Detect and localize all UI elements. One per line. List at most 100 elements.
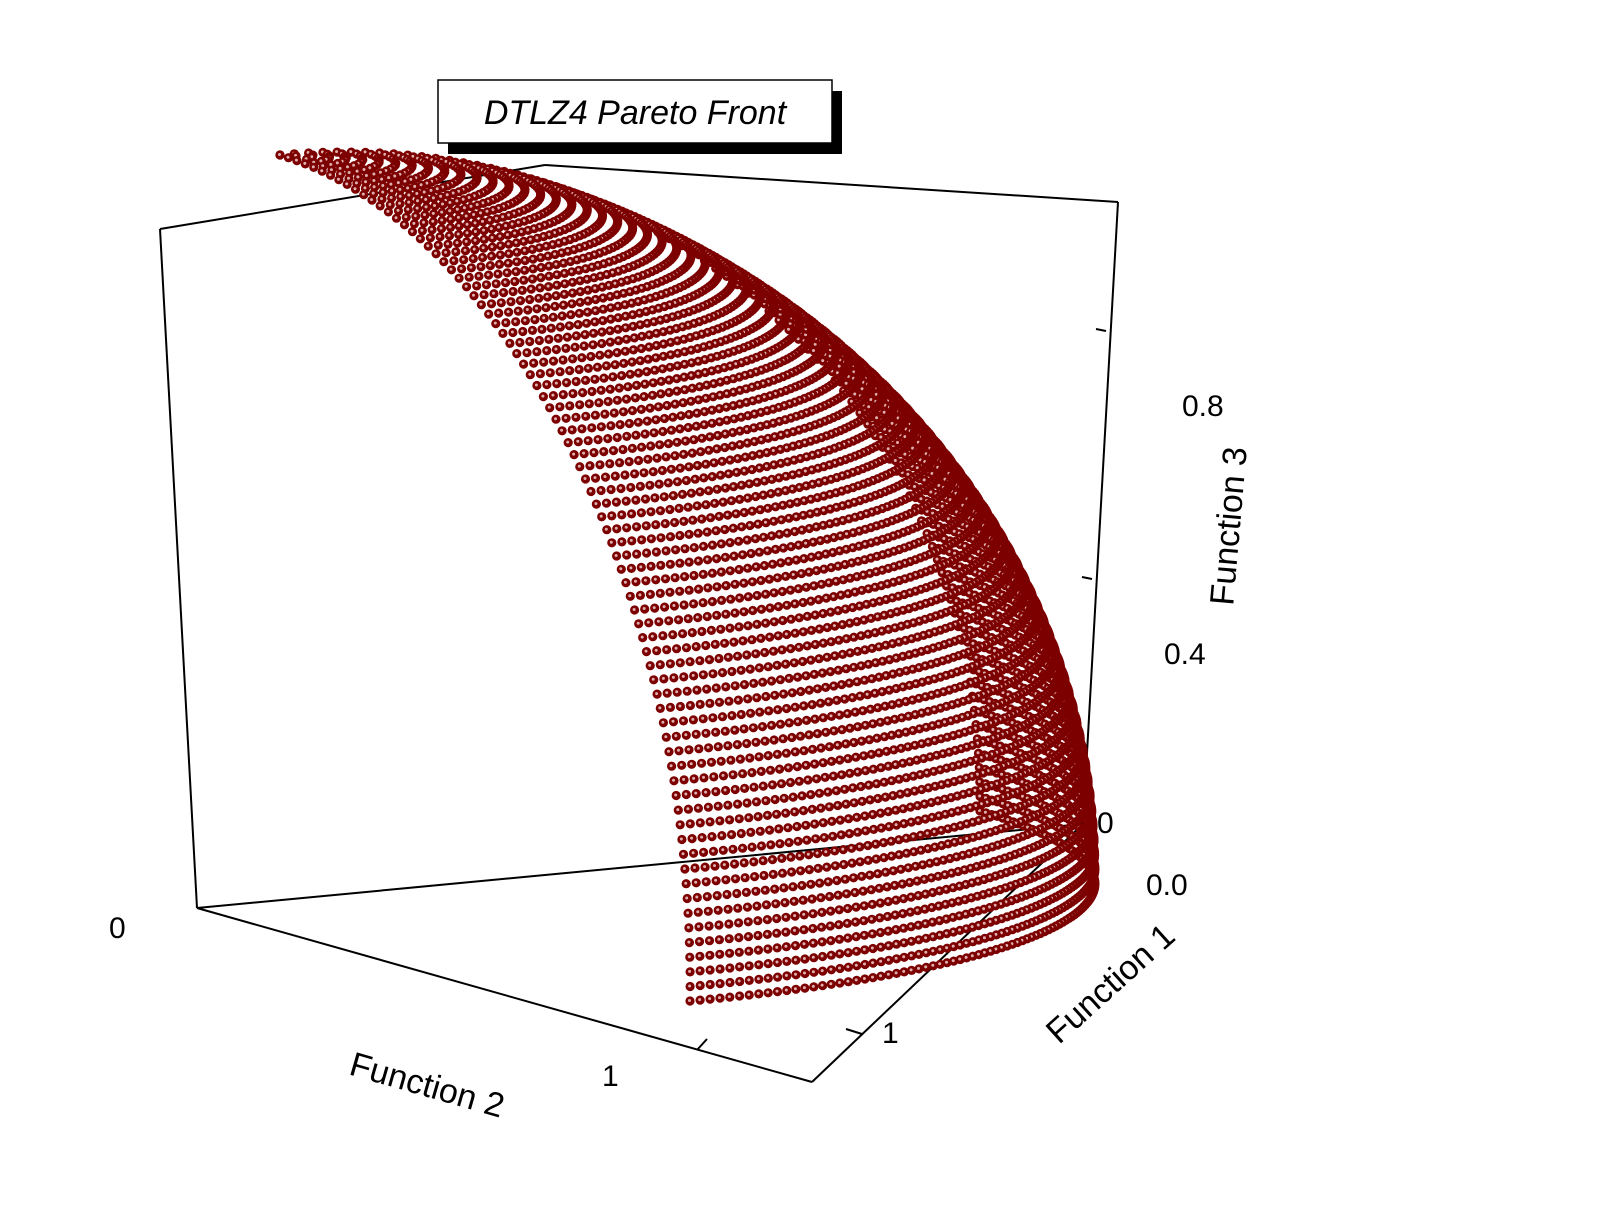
data-point-highlight xyxy=(485,209,489,213)
data-point-highlight xyxy=(631,347,635,351)
data-point-highlight xyxy=(642,394,646,398)
data-point-highlight xyxy=(577,402,581,406)
data-point-highlight xyxy=(835,371,839,375)
data-point-highlight xyxy=(564,380,568,384)
data-point-highlight xyxy=(446,242,450,246)
data-point-highlight xyxy=(977,765,981,769)
data-point-highlight xyxy=(709,368,713,372)
data-point-highlight xyxy=(532,226,536,230)
data-point-highlight xyxy=(567,368,571,372)
data-point-highlight xyxy=(590,389,593,393)
data-point-highlight xyxy=(929,490,933,494)
data-point-highlight xyxy=(523,258,527,262)
data-point-highlight xyxy=(574,415,577,419)
data-point-highlight xyxy=(680,324,684,328)
data-point-highlight xyxy=(469,204,473,208)
data-point-highlight xyxy=(629,301,633,305)
data-point-highlight xyxy=(578,278,582,282)
data-point-highlight xyxy=(537,338,541,342)
data-point-highlight xyxy=(503,320,507,324)
data-point-highlight xyxy=(651,380,655,384)
data-point-highlight xyxy=(977,780,981,783)
data-point-highlight xyxy=(600,318,604,322)
data-point-highlight xyxy=(434,251,438,255)
floor-left-edge xyxy=(196,907,813,1083)
data-point-highlight xyxy=(550,242,554,246)
data-point-highlight xyxy=(865,422,869,426)
data-point-highlight xyxy=(364,180,367,184)
data-point-highlight xyxy=(616,315,620,319)
data-point-highlight xyxy=(447,233,451,237)
data-point-highlight xyxy=(608,294,612,298)
data-point-highlight xyxy=(396,208,400,212)
data-point-highlight xyxy=(469,265,473,269)
data-point-highlight xyxy=(411,154,415,158)
data-point-highlight xyxy=(558,325,562,328)
data-point-highlight xyxy=(919,497,923,501)
data-point-highlight xyxy=(319,159,323,163)
data-point-highlight xyxy=(363,186,367,190)
data-point-highlight xyxy=(585,310,589,314)
data-point-highlight xyxy=(604,363,608,367)
data-point-highlight xyxy=(329,163,333,166)
data-point-highlight xyxy=(682,349,686,353)
data-point-highlight xyxy=(787,327,790,331)
pareto-front-surface xyxy=(275,147,1100,1006)
data-point-highlight xyxy=(510,330,514,334)
data-point-highlight xyxy=(581,256,585,260)
data-point-highlight xyxy=(472,293,475,297)
data-point-highlight xyxy=(378,170,382,174)
data-point-highlight xyxy=(320,169,324,173)
data-point-highlight xyxy=(654,343,658,347)
data-point-highlight xyxy=(636,299,640,303)
data-point-highlight xyxy=(634,383,638,387)
data-point-highlight xyxy=(461,257,465,261)
data-point-highlight xyxy=(541,360,545,364)
data-point-highlight xyxy=(448,217,452,221)
data-point-highlight xyxy=(534,383,538,387)
data-point-highlight xyxy=(328,173,332,177)
data-point-highlight xyxy=(584,321,588,325)
data-point-highlight xyxy=(619,280,623,284)
back-right-vertical-edge xyxy=(1082,201,1119,825)
data-point-highlight xyxy=(514,269,518,273)
data-point-highlight xyxy=(608,387,612,391)
back-top-edge-right xyxy=(544,164,1119,203)
data-point-highlight xyxy=(393,174,397,178)
data-point-highlight xyxy=(525,308,529,311)
data-point-highlight xyxy=(821,359,825,363)
data-point-highlight xyxy=(642,297,646,301)
data-point-highlight xyxy=(530,247,534,251)
data-point-highlight xyxy=(473,238,477,242)
data-point-highlight xyxy=(511,289,515,293)
data-point-highlight xyxy=(621,291,625,295)
data-point-highlight xyxy=(608,340,612,344)
data-point-highlight xyxy=(989,713,993,717)
data-point-highlight xyxy=(481,246,485,250)
data-point-highlight xyxy=(507,213,510,217)
data-point-highlight xyxy=(703,370,707,374)
data-point-highlight xyxy=(587,401,591,405)
data-point-highlight xyxy=(544,244,548,248)
data-point-highlight xyxy=(455,199,459,203)
data-point-highlight xyxy=(644,309,648,313)
data-point-highlight xyxy=(504,224,508,228)
data-point-highlight xyxy=(439,194,443,198)
data-point-highlight xyxy=(559,250,563,254)
data-point-highlight xyxy=(521,239,525,243)
data-point-highlight xyxy=(506,310,510,314)
data-point-highlight xyxy=(813,342,817,346)
data-point-highlight xyxy=(433,204,436,207)
data-point-highlight xyxy=(423,213,426,217)
data-point-highlight xyxy=(436,243,440,247)
data-point-highlight xyxy=(498,253,502,256)
data-point-highlight xyxy=(389,196,393,199)
data-point-highlight xyxy=(528,237,532,241)
data-point-highlight xyxy=(513,319,517,323)
data-point-highlight xyxy=(607,283,610,287)
data-point-highlight xyxy=(459,266,463,270)
data-point-highlight xyxy=(958,612,962,616)
data-point-highlight xyxy=(455,241,459,245)
data-point-highlight xyxy=(668,340,672,344)
